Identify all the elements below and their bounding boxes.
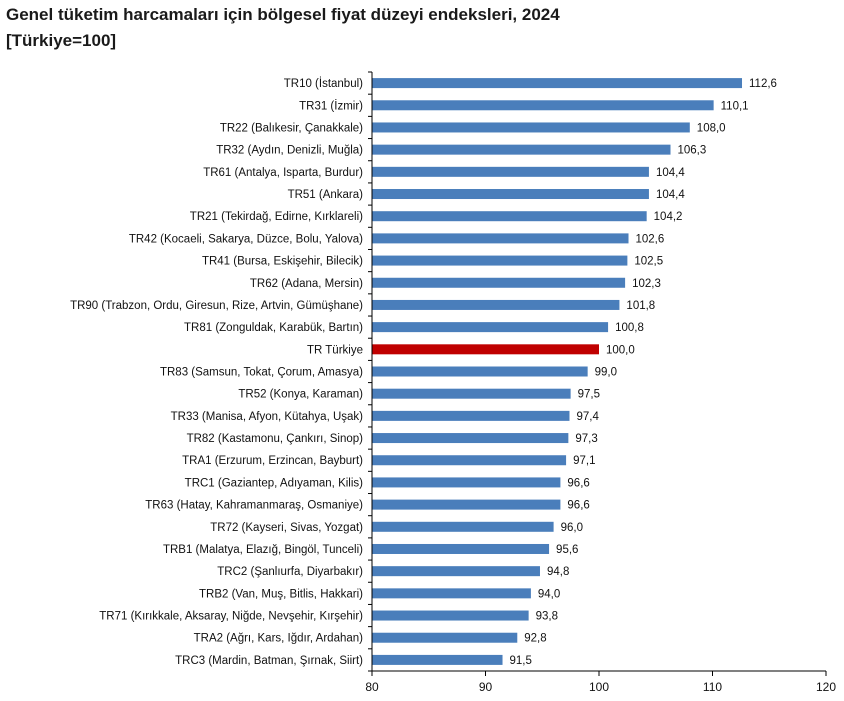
value-label-tr10: 112,6 — [749, 78, 777, 90]
category-label-tr63: TR63 (Hatay, Kahramanmaraş, Osmaniye) — [145, 500, 363, 512]
category-label-tr10: TR10 (İstanbul) — [284, 77, 363, 90]
bar-tra1 — [372, 455, 567, 466]
value-label-trc1: 96,6 — [567, 477, 589, 489]
value-label-tr83: 99,0 — [595, 367, 617, 379]
value-label-tr: 100,0 — [606, 344, 635, 356]
value-label-trb2: 94,0 — [538, 588, 560, 600]
value-label-trb1: 95,6 — [556, 544, 578, 556]
bar-tr — [372, 344, 599, 355]
category-label-trc1: TRC1 (Gaziantep, Adıyaman, Kilis) — [185, 477, 363, 489]
category-label-tr51: TR51 (Ankara) — [288, 189, 364, 201]
category-label-trb1: TRB1 (Malatya, Elazığ, Bingöl, Tunceli) — [163, 544, 363, 556]
axis-layer: TR10 (İstanbul) TR31 (İzmir) TR22 (Balıkes… — [70, 71, 836, 694]
bar-tr10 — [372, 78, 743, 89]
bar-tr42 — [372, 233, 629, 244]
bar-trc2 — [372, 566, 540, 577]
bar-tra2 — [372, 632, 518, 643]
value-label-tr82: 97,3 — [575, 433, 597, 445]
value-label-tr41: 102,5 — [634, 256, 663, 268]
category-label-tr41: TR41 (Bursa, Eskişehir, Bilecik) — [202, 256, 363, 268]
x-tick-label-100: 100 — [589, 680, 609, 694]
value-label-tr90: 101,8 — [626, 300, 655, 312]
category-label-trc2: TRC2 (Şanlıurfa, Diyarbakır) — [217, 566, 363, 578]
chart-title-block: Genel tüketim harcamaları için bölgesel … — [6, 2, 836, 54]
value-label-tr81: 100,8 — [615, 322, 644, 334]
x-tick-label-120: 120 — [816, 680, 836, 694]
bar-tr62 — [372, 277, 626, 288]
bar-tr71 — [372, 610, 529, 621]
x-tick-label-110: 110 — [703, 680, 722, 694]
value-label-tra2: 92,8 — [524, 633, 546, 645]
category-label-tr83: TR83 (Samsun, Tokat, Çorum, Amasya) — [160, 367, 363, 379]
value-label-tra1: 97,1 — [573, 455, 595, 467]
category-label-tr32: TR32 (Aydın, Denizli, Muğla) — [216, 145, 363, 157]
x-tick-label-80: 80 — [365, 680, 379, 694]
bar-trb2 — [372, 588, 531, 599]
value-label-trc2: 94,8 — [547, 566, 569, 578]
value-label-tr22: 108,0 — [697, 122, 726, 134]
category-label-tr72: TR72 (Kayseri, Sivas, Yozgat) — [210, 522, 363, 534]
bar-tr61 — [372, 166, 649, 177]
value-label-tr51: 104,4 — [656, 189, 685, 201]
category-label-tra1: TRA1 (Erzurum, Erzincan, Bayburt) — [182, 455, 363, 467]
value-label-tr61: 104,4 — [656, 167, 685, 179]
bar-trb1 — [372, 543, 550, 554]
value-label-tr63: 96,6 — [567, 500, 589, 512]
value-label-tr72: 96,0 — [561, 522, 583, 534]
category-label-tr31: TR31 (İzmir) — [299, 99, 363, 112]
value-label-tr32: 106,3 — [678, 145, 707, 157]
value-label-tr33: 97,4 — [576, 411, 599, 423]
category-label-tr: TR Türkiye — [307, 344, 363, 356]
bar-tr82 — [372, 433, 569, 444]
bar-tr83 — [372, 366, 588, 377]
value-label-tr42: 102,6 — [636, 233, 665, 245]
value-label-trc3: 91,5 — [510, 655, 532, 667]
bar-tr63 — [372, 499, 561, 510]
x-tick-label-90: 90 — [479, 680, 493, 694]
category-label-tr52: TR52 (Konya, Karaman) — [238, 389, 363, 401]
chart-subtitle: [Türkiye=100] — [6, 31, 117, 50]
value-label-tr62: 102,3 — [632, 278, 661, 290]
bar-tr32 — [372, 144, 671, 155]
bar-tr51 — [372, 189, 649, 200]
bar-tr90 — [372, 299, 620, 310]
category-label-tr90: TR90 (Trabzon, Ordu, Giresun, Rize, Artv… — [70, 300, 363, 312]
category-label-trc3: TRC3 (Mardin, Batman, Şırnak, Siirt) — [175, 655, 363, 667]
category-label-tr21: TR21 (Tekirdağ, Edirne, Kırklareli) — [190, 211, 363, 223]
chart-title: Genel tüketim harcamaları için bölgesel … — [6, 5, 560, 24]
category-label-tr42: TR42 (Kocaeli, Sakarya, Düzce, Bolu, Yal… — [129, 233, 363, 245]
category-label-trb2: TRB2 (Van, Muş, Bitlis, Hakkari) — [199, 588, 363, 600]
category-label-tr82: TR82 (Kastamonu, Çankırı, Sinop) — [187, 433, 364, 445]
value-label-tr52: 97,5 — [578, 389, 600, 401]
category-label-tr71: TR71 (Kırıkkale, Aksaray, Niğde, Nevşehi… — [99, 611, 363, 623]
value-label-tr31: 110,1 — [721, 100, 749, 112]
bar-trc1 — [372, 477, 561, 488]
bar-tr31 — [372, 100, 714, 111]
value-label-tr71: 93,8 — [536, 611, 558, 623]
category-label-tr62: TR62 (Adana, Mersin) — [250, 278, 363, 290]
bar-tr21 — [372, 211, 647, 222]
value-label-tr21: 104,2 — [654, 211, 683, 223]
category-label-tr22: TR22 (Balıkesir, Çanakkale) — [220, 122, 363, 134]
category-label-tr33: TR33 (Manisa, Afyon, Kütahya, Uşak) — [171, 411, 364, 423]
bar-tr81 — [372, 322, 609, 333]
bar-tr52 — [372, 388, 571, 399]
bar-tr22 — [372, 122, 690, 133]
category-label-tra2: TRA2 (Ağrı, Kars, Iğdır, Ardahan) — [194, 633, 364, 645]
bar-tr72 — [372, 521, 554, 532]
bar-tr41 — [372, 255, 628, 266]
bar-trc3 — [372, 654, 503, 665]
category-label-tr61: TR61 (Antalya, Isparta, Burdur) — [203, 167, 363, 179]
bar-tr33 — [372, 410, 570, 421]
category-label-tr81: TR81 (Zonguldak, Karabük, Bartın) — [184, 322, 363, 334]
